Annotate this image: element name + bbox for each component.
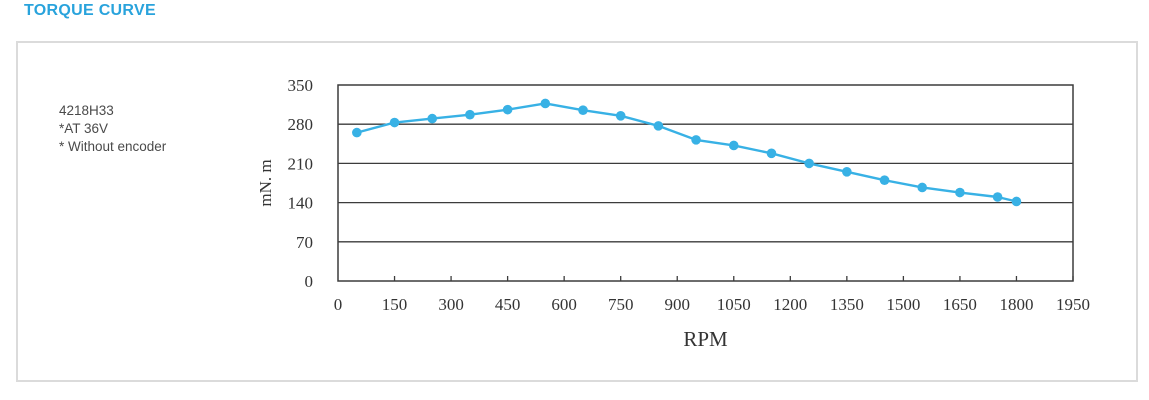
y-tick-label-70: 70 [296, 233, 313, 252]
x-tick-label-1950: 1950 [1056, 295, 1090, 314]
y-tick-label-210: 210 [288, 154, 314, 173]
x-tick-label-1200: 1200 [773, 295, 807, 314]
annotation-model: 4218H33 [59, 103, 114, 118]
data-point-1150 [766, 148, 777, 159]
x-tick-label-150: 150 [382, 295, 408, 314]
data-point-1550 [917, 182, 928, 193]
x-tick-label-1050: 1050 [717, 295, 751, 314]
data-point-50 [352, 127, 362, 138]
data-point-1050 [728, 140, 739, 151]
x-tick-label-600: 600 [551, 295, 577, 314]
data-point-950 [691, 135, 701, 145]
data-point-250 [427, 113, 438, 124]
chart-panel: 4218H33 *AT 36V * Without encoder [16, 41, 1138, 382]
x-tick-label-900: 900 [664, 295, 690, 314]
x-tick-label-300: 300 [438, 295, 464, 314]
y-axis-label: mN. m [256, 159, 275, 207]
x-tick-label-750: 750 [608, 295, 634, 314]
x-tick-label-1350: 1350 [830, 295, 864, 314]
y-tick-label-0: 0 [305, 272, 314, 291]
x-tick-label-1650: 1650 [943, 295, 977, 314]
data-point-1450 [879, 175, 890, 185]
data-point-550 [540, 98, 551, 109]
data-point-1800 [1011, 196, 1022, 207]
x-tick-label-1500: 1500 [886, 295, 920, 314]
x-tick-label-0: 0 [334, 295, 343, 314]
y-tick-label-280: 280 [288, 115, 314, 134]
y-tick-label-350: 350 [288, 76, 314, 95]
plot-border [337, 84, 1074, 282]
x-tick-label-450: 450 [495, 295, 521, 314]
data-point-350 [465, 109, 475, 120]
x-tick-label-1800: 1800 [999, 295, 1033, 314]
annotation-voltage: *AT 36V [59, 121, 109, 136]
data-point-1250 [804, 158, 814, 169]
data-point-850 [653, 121, 664, 131]
data-point-1750 [992, 192, 1003, 202]
page-title: TORQUE CURVE [24, 2, 156, 19]
data-point-150 [389, 117, 400, 128]
data-point-1350 [842, 167, 852, 177]
annotation-encoder: * Without encoder [59, 139, 167, 154]
data-point-450 [502, 104, 513, 115]
y-tick-label-140: 140 [288, 194, 314, 213]
data-point-750 [615, 111, 626, 121]
chart-annotation: 4218H33 *AT 36V * Without encoder [59, 102, 166, 156]
data-point-650 [578, 105, 588, 115]
data-point-1650 [955, 187, 965, 198]
x-axis-label: RPM [683, 327, 728, 351]
